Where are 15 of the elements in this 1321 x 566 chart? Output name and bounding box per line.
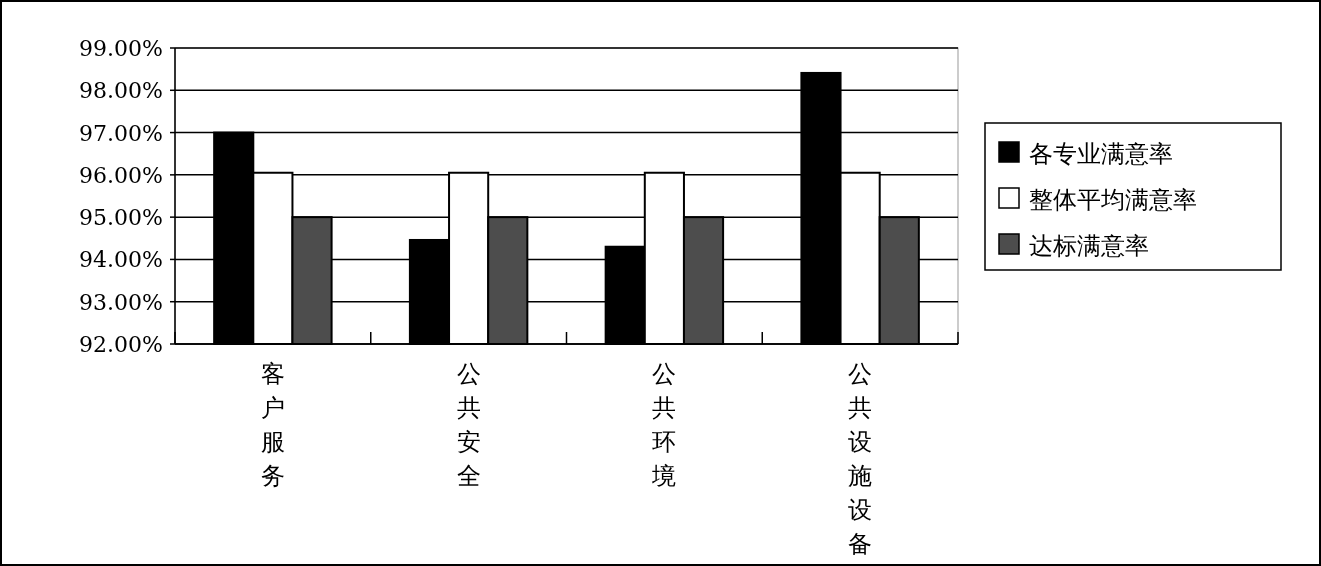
y-tick-label: 93.00% — [79, 289, 163, 315]
legend-label: 各专业满意率 — [1029, 140, 1173, 168]
y-tick-label: 99.00% — [79, 36, 163, 61]
y-tick-label: 94.00% — [79, 247, 163, 273]
legend-label: 整体平均满意率 — [1029, 186, 1197, 214]
y-tick-label: 97.00% — [79, 120, 163, 146]
y-tick-label: 95.00% — [79, 205, 163, 231]
x-tick-label: 客户服务 — [260, 360, 285, 490]
legend-label: 达标满意率 — [1029, 232, 1149, 260]
y-tick-label: 92.00% — [79, 332, 163, 357]
y-tick-label: 98.00% — [79, 78, 163, 104]
x-tick-label: 公共安全 — [456, 360, 481, 490]
x-tick-label: 公共环境 — [651, 360, 677, 490]
x-tick-label: 公共设施设备 — [848, 360, 873, 558]
y-tick-label: 96.00% — [79, 162, 163, 188]
